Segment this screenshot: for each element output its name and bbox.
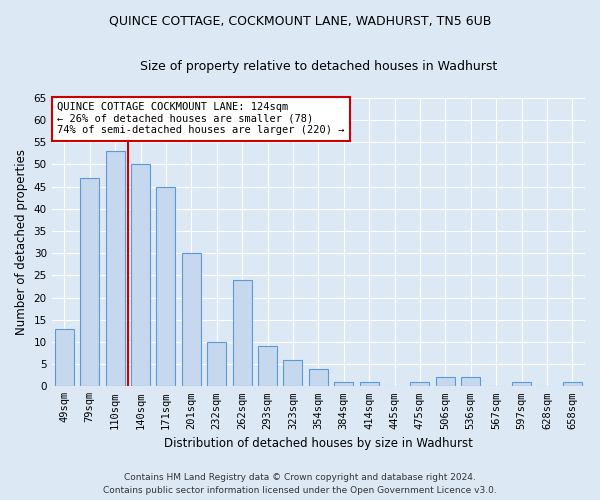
Bar [283,360,302,386]
Bar [258,346,277,387]
Text: QUINCE COTTAGE, COCKMOUNT LANE, WADHURST, TN5 6UB: QUINCE COTTAGE, COCKMOUNT LANE, WADHURST… [109,15,491,28]
Text: Contains HM Land Registry data © Crown copyright and database right 2024.
Contai: Contains HM Land Registry data © Crown c… [103,474,497,495]
Bar [55,328,74,386]
Bar [436,378,455,386]
Bar [461,378,480,386]
Bar [182,253,201,386]
Bar [233,280,251,386]
Bar [157,186,175,386]
Bar [563,382,582,386]
Text: QUINCE COTTAGE COCKMOUNT LANE: 124sqm
← 26% of detached houses are smaller (78)
: QUINCE COTTAGE COCKMOUNT LANE: 124sqm ← … [57,102,344,136]
Bar [106,151,125,386]
Bar [334,382,353,386]
Title: Size of property relative to detached houses in Wadhurst: Size of property relative to detached ho… [140,60,497,73]
Bar [309,368,328,386]
Bar [512,382,531,386]
Bar [80,178,99,386]
X-axis label: Distribution of detached houses by size in Wadhurst: Distribution of detached houses by size … [164,437,473,450]
Y-axis label: Number of detached properties: Number of detached properties [15,149,28,335]
Bar [359,382,379,386]
Bar [207,342,226,386]
Bar [131,164,150,386]
Bar [410,382,430,386]
